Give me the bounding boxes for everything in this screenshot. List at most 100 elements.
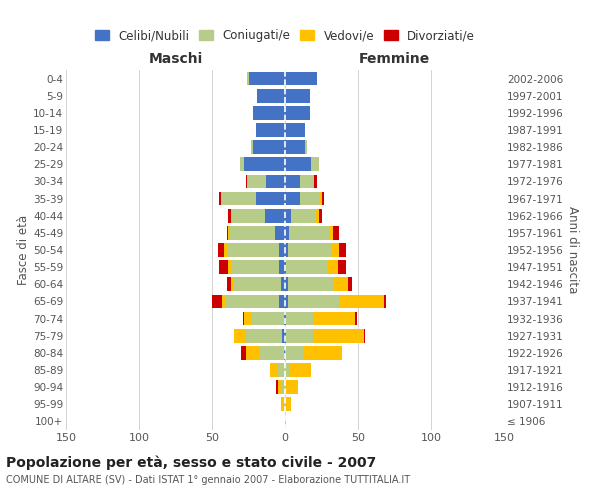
Bar (265, 209, 285, 222)
Bar (286, 260, 328, 274)
Bar (279, 294, 285, 308)
Bar (227, 226, 228, 239)
Bar (314, 329, 364, 342)
Bar (313, 312, 355, 326)
Bar (285, 414, 286, 428)
Bar (355, 312, 356, 326)
Bar (285, 329, 286, 342)
Bar (279, 243, 285, 257)
Bar (285, 192, 299, 205)
Bar (285, 278, 288, 291)
Bar (247, 72, 248, 86)
Bar (221, 192, 222, 205)
Bar (285, 380, 286, 394)
Bar (245, 346, 260, 360)
Bar (289, 226, 329, 239)
Bar (285, 346, 302, 360)
Bar (240, 158, 244, 171)
Bar (338, 260, 346, 274)
Text: Femmine: Femmine (359, 52, 430, 66)
Bar (319, 209, 322, 222)
Bar (231, 209, 232, 222)
Bar (285, 260, 286, 274)
Bar (364, 329, 365, 342)
Bar (222, 294, 225, 308)
Bar (285, 140, 305, 154)
Bar (232, 209, 265, 222)
Bar (244, 158, 285, 171)
Bar (257, 89, 285, 102)
Bar (328, 260, 338, 274)
Bar (253, 106, 285, 120)
Bar (266, 174, 285, 188)
Bar (245, 329, 282, 342)
Bar (225, 294, 279, 308)
Bar (288, 278, 333, 291)
Bar (234, 329, 245, 342)
Bar (228, 209, 231, 222)
Bar (299, 192, 320, 205)
Bar (253, 140, 285, 154)
Bar (244, 312, 251, 326)
Bar (276, 380, 278, 394)
Bar (313, 174, 314, 188)
Bar (248, 72, 285, 86)
Bar (220, 260, 228, 274)
Bar (281, 398, 284, 411)
Bar (299, 174, 313, 188)
Bar (311, 158, 319, 171)
Bar (282, 380, 285, 394)
Bar (322, 192, 325, 205)
Bar (285, 89, 310, 102)
Bar (281, 278, 285, 291)
Bar (256, 123, 285, 137)
Bar (285, 398, 291, 411)
Bar (227, 243, 279, 257)
Bar (234, 278, 281, 291)
Bar (320, 192, 322, 205)
Bar (282, 329, 285, 342)
Bar (278, 363, 285, 377)
Bar (228, 226, 230, 239)
Bar (316, 209, 319, 222)
Bar (285, 123, 305, 137)
Bar (284, 398, 285, 411)
Bar (241, 346, 245, 360)
Bar (212, 294, 222, 308)
Bar (286, 312, 313, 326)
Bar (278, 380, 282, 394)
Bar (247, 174, 266, 188)
Y-axis label: Fasce di età: Fasce di età (17, 215, 30, 285)
Bar (231, 260, 279, 274)
Bar (302, 346, 342, 360)
Bar (218, 243, 224, 257)
Bar (227, 278, 231, 291)
Bar (285, 243, 288, 257)
Bar (291, 209, 316, 222)
Bar (285, 226, 289, 239)
Bar (284, 312, 285, 326)
Bar (224, 243, 227, 257)
Bar (279, 260, 285, 274)
Bar (285, 294, 288, 308)
Bar (286, 380, 298, 394)
Bar (340, 294, 384, 308)
Bar (245, 174, 247, 188)
Bar (285, 106, 310, 120)
Bar (288, 294, 340, 308)
Bar (329, 226, 333, 239)
Bar (222, 192, 256, 205)
Legend: Celibi/Nubili, Coniugati/e, Vedovi/e, Divorziati/e: Celibi/Nubili, Coniugati/e, Vedovi/e, Di… (91, 26, 479, 46)
Bar (284, 346, 285, 360)
Text: Maschi: Maschi (148, 52, 203, 66)
Bar (332, 243, 339, 257)
Bar (288, 243, 332, 257)
Text: COMUNE DI ALTARE (SV) - Dati ISTAT 1° gennaio 2007 - Elaborazione TUTTITALIA.IT: COMUNE DI ALTARE (SV) - Dati ISTAT 1° ge… (6, 475, 410, 485)
Bar (230, 226, 275, 239)
Bar (384, 294, 386, 308)
Bar (275, 226, 285, 239)
Bar (305, 140, 307, 154)
Bar (228, 260, 231, 274)
Bar (285, 72, 317, 86)
Bar (271, 363, 278, 377)
